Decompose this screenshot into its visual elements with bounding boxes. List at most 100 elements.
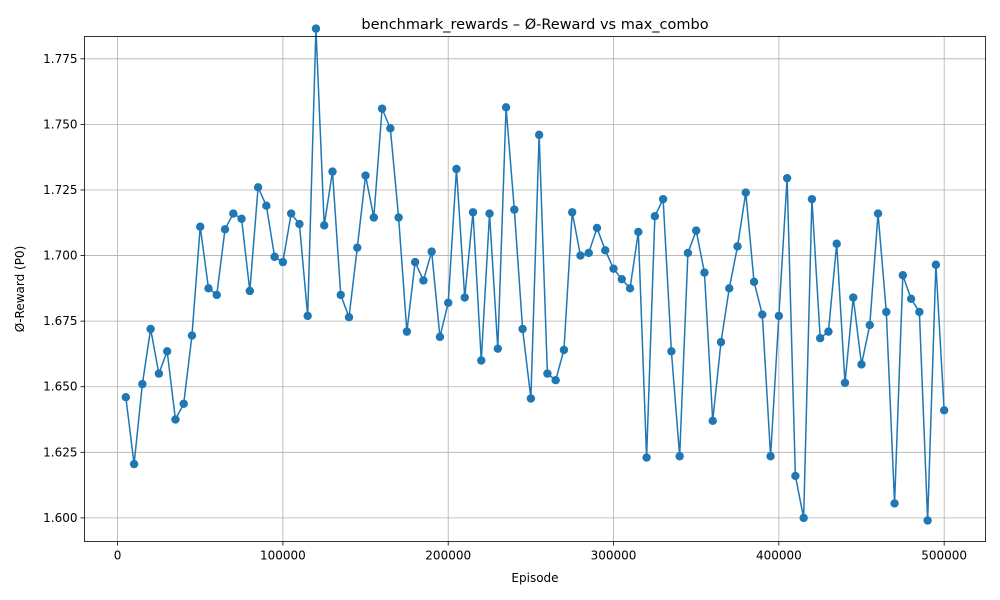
data-point	[427, 247, 436, 256]
data-point	[882, 307, 891, 317]
data-point	[832, 239, 841, 248]
data-point	[601, 246, 610, 255]
chart-title: benchmark_rewards – Ø-Reward vs max_comb…	[361, 17, 708, 33]
data-point	[196, 222, 205, 231]
data-point	[419, 276, 428, 285]
data-point	[634, 227, 643, 237]
data-point	[609, 264, 618, 273]
data-point	[402, 327, 412, 336]
data-point	[741, 188, 750, 197]
data-point	[444, 298, 453, 307]
data-point	[625, 284, 635, 293]
y-tick-label: 1.650	[43, 380, 77, 394]
data-point	[915, 307, 924, 317]
data-point	[361, 171, 370, 180]
data-point	[857, 360, 866, 369]
data-point	[311, 24, 321, 33]
x-axis-label: Episode	[511, 571, 558, 585]
data-point	[278, 257, 288, 267]
data-point	[873, 209, 883, 218]
data-point	[270, 252, 279, 262]
y-tick-label: 1.750	[43, 117, 77, 131]
data-point	[129, 459, 139, 469]
data-point	[493, 344, 502, 353]
data-point	[121, 393, 131, 402]
data-points	[121, 24, 949, 525]
x-tick-label: 500000	[921, 549, 967, 563]
data-point	[303, 311, 312, 321]
data-point	[774, 311, 784, 321]
data-point	[452, 164, 461, 174]
data-point	[229, 209, 238, 218]
data-point	[890, 499, 899, 508]
data-point	[815, 333, 825, 343]
x-tick-label: 0	[114, 549, 122, 563]
data-point	[286, 209, 296, 218]
data-point	[749, 277, 759, 286]
plot-frame	[84, 36, 986, 542]
data-point	[617, 274, 626, 284]
data-point	[923, 516, 932, 525]
data-point	[592, 223, 602, 233]
data-point	[931, 260, 941, 269]
data-point	[295, 219, 304, 229]
data-point	[708, 416, 717, 426]
data-point	[477, 356, 486, 365]
data-point	[138, 379, 147, 389]
data-point	[171, 415, 180, 424]
data-point	[551, 375, 560, 385]
data-point	[559, 345, 569, 355]
data-point	[526, 394, 536, 403]
data-point	[658, 194, 668, 204]
data-point	[534, 130, 544, 140]
data-point	[518, 324, 527, 334]
data-point	[162, 347, 172, 356]
data-point	[543, 369, 552, 378]
data-point	[204, 284, 213, 293]
data-point	[576, 251, 585, 260]
data-point	[460, 293, 469, 302]
data-point	[328, 167, 337, 176]
axis-ticks: 0 100000 200000 300000 400000 500000 1.600 1.62…	[43, 52, 967, 563]
data-point	[898, 271, 908, 280]
data-point	[849, 293, 858, 302]
data-point	[799, 513, 808, 523]
data-point	[683, 248, 693, 258]
data-point	[906, 294, 916, 304]
y-tick-label: 1.775	[43, 52, 77, 66]
y-tick-label: 1.725	[43, 183, 77, 197]
data-point	[410, 257, 420, 267]
data-point	[262, 201, 271, 210]
data-point	[700, 268, 709, 277]
data-point	[568, 208, 577, 217]
data-point	[386, 124, 395, 133]
x-tick-label: 100000	[260, 549, 306, 563]
data-point	[237, 214, 246, 224]
data-point	[253, 183, 263, 192]
y-tick-label: 1.625	[43, 445, 77, 459]
data-point	[485, 209, 494, 218]
data-point	[791, 471, 800, 481]
data-point	[179, 399, 188, 408]
data-point	[642, 453, 651, 462]
data-point	[716, 337, 726, 347]
data-point	[320, 221, 329, 230]
data-point	[353, 243, 362, 252]
data-point	[501, 103, 511, 112]
y-axis-label: Ø-Reward (P0)	[13, 246, 27, 333]
data-point	[146, 324, 155, 334]
data-point	[584, 248, 593, 258]
data-point	[733, 242, 742, 251]
y-tick-label: 1.675	[43, 314, 77, 328]
data-point	[667, 347, 676, 356]
data-point	[435, 332, 445, 342]
data-point	[369, 213, 379, 222]
data-point	[939, 406, 949, 415]
data-point	[220, 225, 230, 234]
grid	[84, 36, 986, 542]
data-point	[807, 194, 817, 204]
data-point	[344, 313, 354, 322]
data-point	[510, 205, 519, 214]
y-tick-label: 1.600	[43, 511, 77, 525]
